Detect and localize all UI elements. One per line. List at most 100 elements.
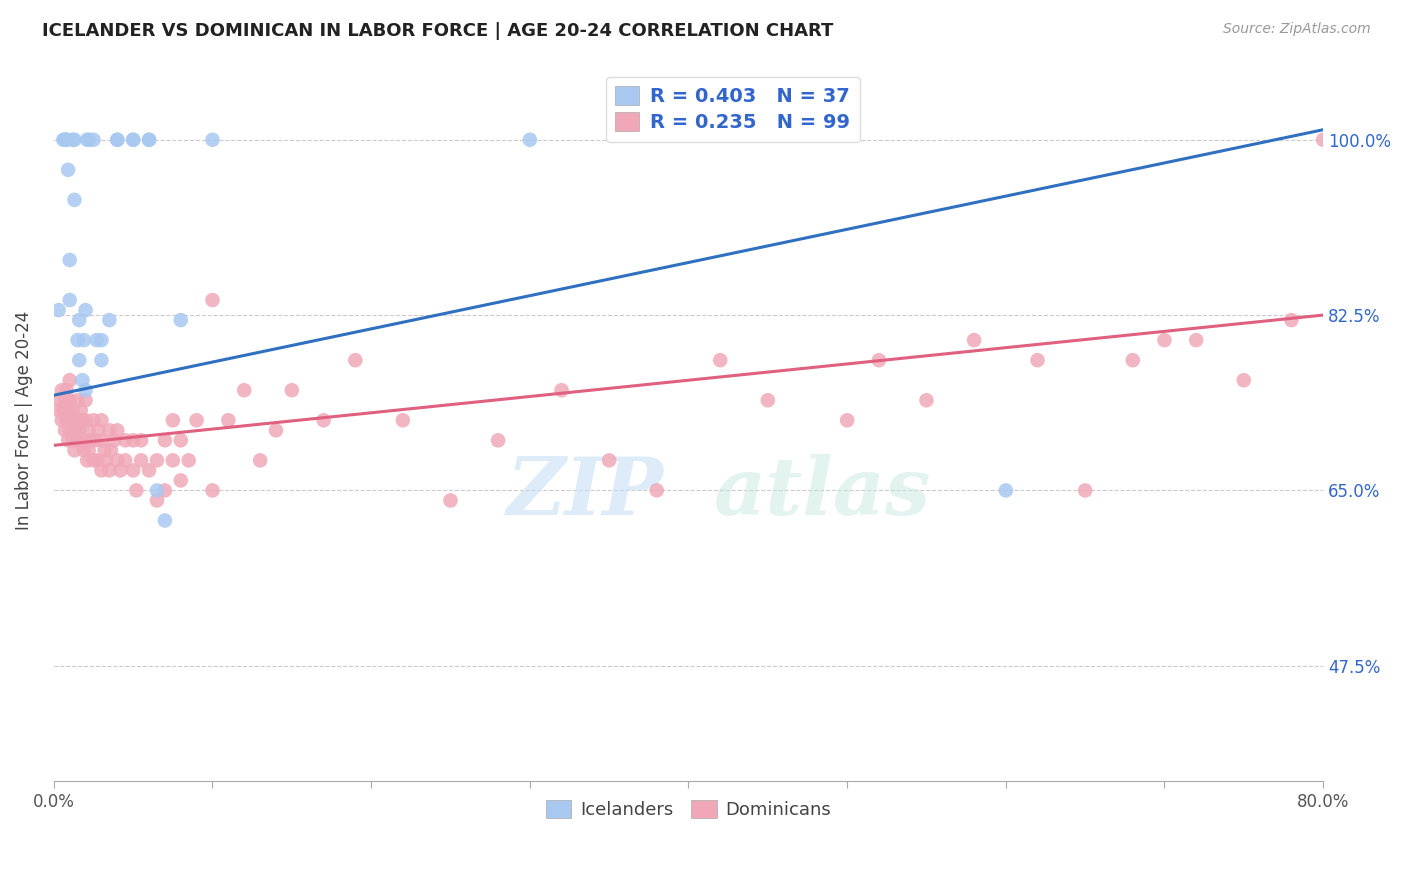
Point (249, 453, 271, 467)
Point (52, 403, 75, 417)
Point (62, 434, 84, 448)
Point (138, 133, 160, 147)
Point (83, 133, 105, 147)
Point (63, 133, 86, 147)
Point (146, 483, 169, 498)
Point (59, 293, 82, 307)
Point (63, 193, 86, 207)
Text: Source: ZipAtlas.com: Source: ZipAtlas.com (1223, 22, 1371, 37)
Point (66, 333, 89, 347)
Point (201, 133, 224, 147)
Point (1122, 353, 1144, 368)
Point (105, 133, 128, 147)
Point (98, 463, 121, 477)
Point (83, 413, 105, 427)
Point (129, 453, 152, 467)
Point (486, 434, 509, 448)
Point (1026, 353, 1049, 368)
Text: atlas: atlas (714, 454, 931, 532)
Point (75, 434, 97, 448)
Point (56, 434, 79, 448)
Point (83, 453, 105, 467)
Point (645, 483, 668, 498)
Point (138, 463, 160, 477)
Point (146, 453, 169, 467)
Point (90, 463, 112, 477)
Point (100, 443, 122, 458)
Point (98, 313, 121, 327)
Point (709, 353, 731, 368)
Point (122, 133, 145, 147)
Point (1185, 333, 1208, 347)
Point (105, 133, 128, 147)
Point (201, 293, 224, 307)
Point (55, 133, 77, 147)
Y-axis label: In Labor Force | Age 20-24: In Labor Force | Age 20-24 (15, 310, 32, 530)
Point (55, 413, 77, 427)
Point (439, 493, 461, 508)
Point (153, 434, 176, 448)
Point (129, 434, 152, 448)
Point (67, 353, 90, 368)
Legend: Icelanders, Dominicans: Icelanders, Dominicans (538, 792, 838, 826)
Point (52, 133, 75, 147)
Point (837, 413, 859, 427)
Point (73, 333, 96, 347)
Point (153, 483, 176, 498)
Point (122, 133, 145, 147)
Point (1279, 313, 1302, 327)
Point (186, 413, 208, 427)
Point (312, 413, 335, 427)
Point (67, 313, 90, 327)
Point (105, 423, 128, 437)
Point (66, 434, 89, 448)
Point (122, 463, 145, 477)
Point (79, 434, 101, 448)
Point (75, 393, 97, 408)
Point (55, 133, 77, 147)
Text: ZIP: ZIP (506, 454, 664, 532)
Point (233, 383, 256, 397)
Point (48, 303, 70, 318)
Point (76, 453, 98, 467)
Point (63, 443, 86, 458)
Text: ICELANDER VS DOMINICAN IN LABOR FORCE | AGE 20-24 CORRELATION CHART: ICELANDER VS DOMINICAN IN LABOR FORCE | … (42, 22, 834, 40)
Point (62, 403, 84, 417)
Point (1153, 333, 1175, 347)
Point (125, 483, 148, 498)
Point (177, 453, 200, 467)
Point (67, 423, 90, 437)
Point (72, 413, 94, 427)
Point (59, 393, 82, 408)
Point (1312, 133, 1334, 147)
Point (994, 483, 1017, 498)
Point (51, 383, 73, 397)
Point (56, 162, 79, 177)
Point (77, 423, 100, 437)
Point (90, 434, 112, 448)
Point (72, 434, 94, 448)
Point (868, 353, 890, 368)
Point (90, 413, 112, 427)
Point (53, 423, 76, 437)
Point (77, 133, 100, 147)
Point (73, 443, 96, 458)
Point (114, 434, 136, 448)
Point (138, 133, 160, 147)
Point (53, 133, 76, 147)
Point (65, 423, 87, 437)
Point (48, 403, 70, 417)
Point (756, 393, 779, 408)
Point (114, 453, 136, 467)
Point (59, 373, 82, 387)
Point (66, 413, 89, 427)
Point (90, 353, 112, 368)
Point (75, 303, 97, 318)
Point (96, 453, 118, 467)
Point (915, 393, 938, 408)
Point (170, 474, 193, 488)
Point (62, 133, 84, 147)
Point (153, 514, 176, 528)
Point (146, 493, 169, 508)
Point (60, 413, 83, 427)
